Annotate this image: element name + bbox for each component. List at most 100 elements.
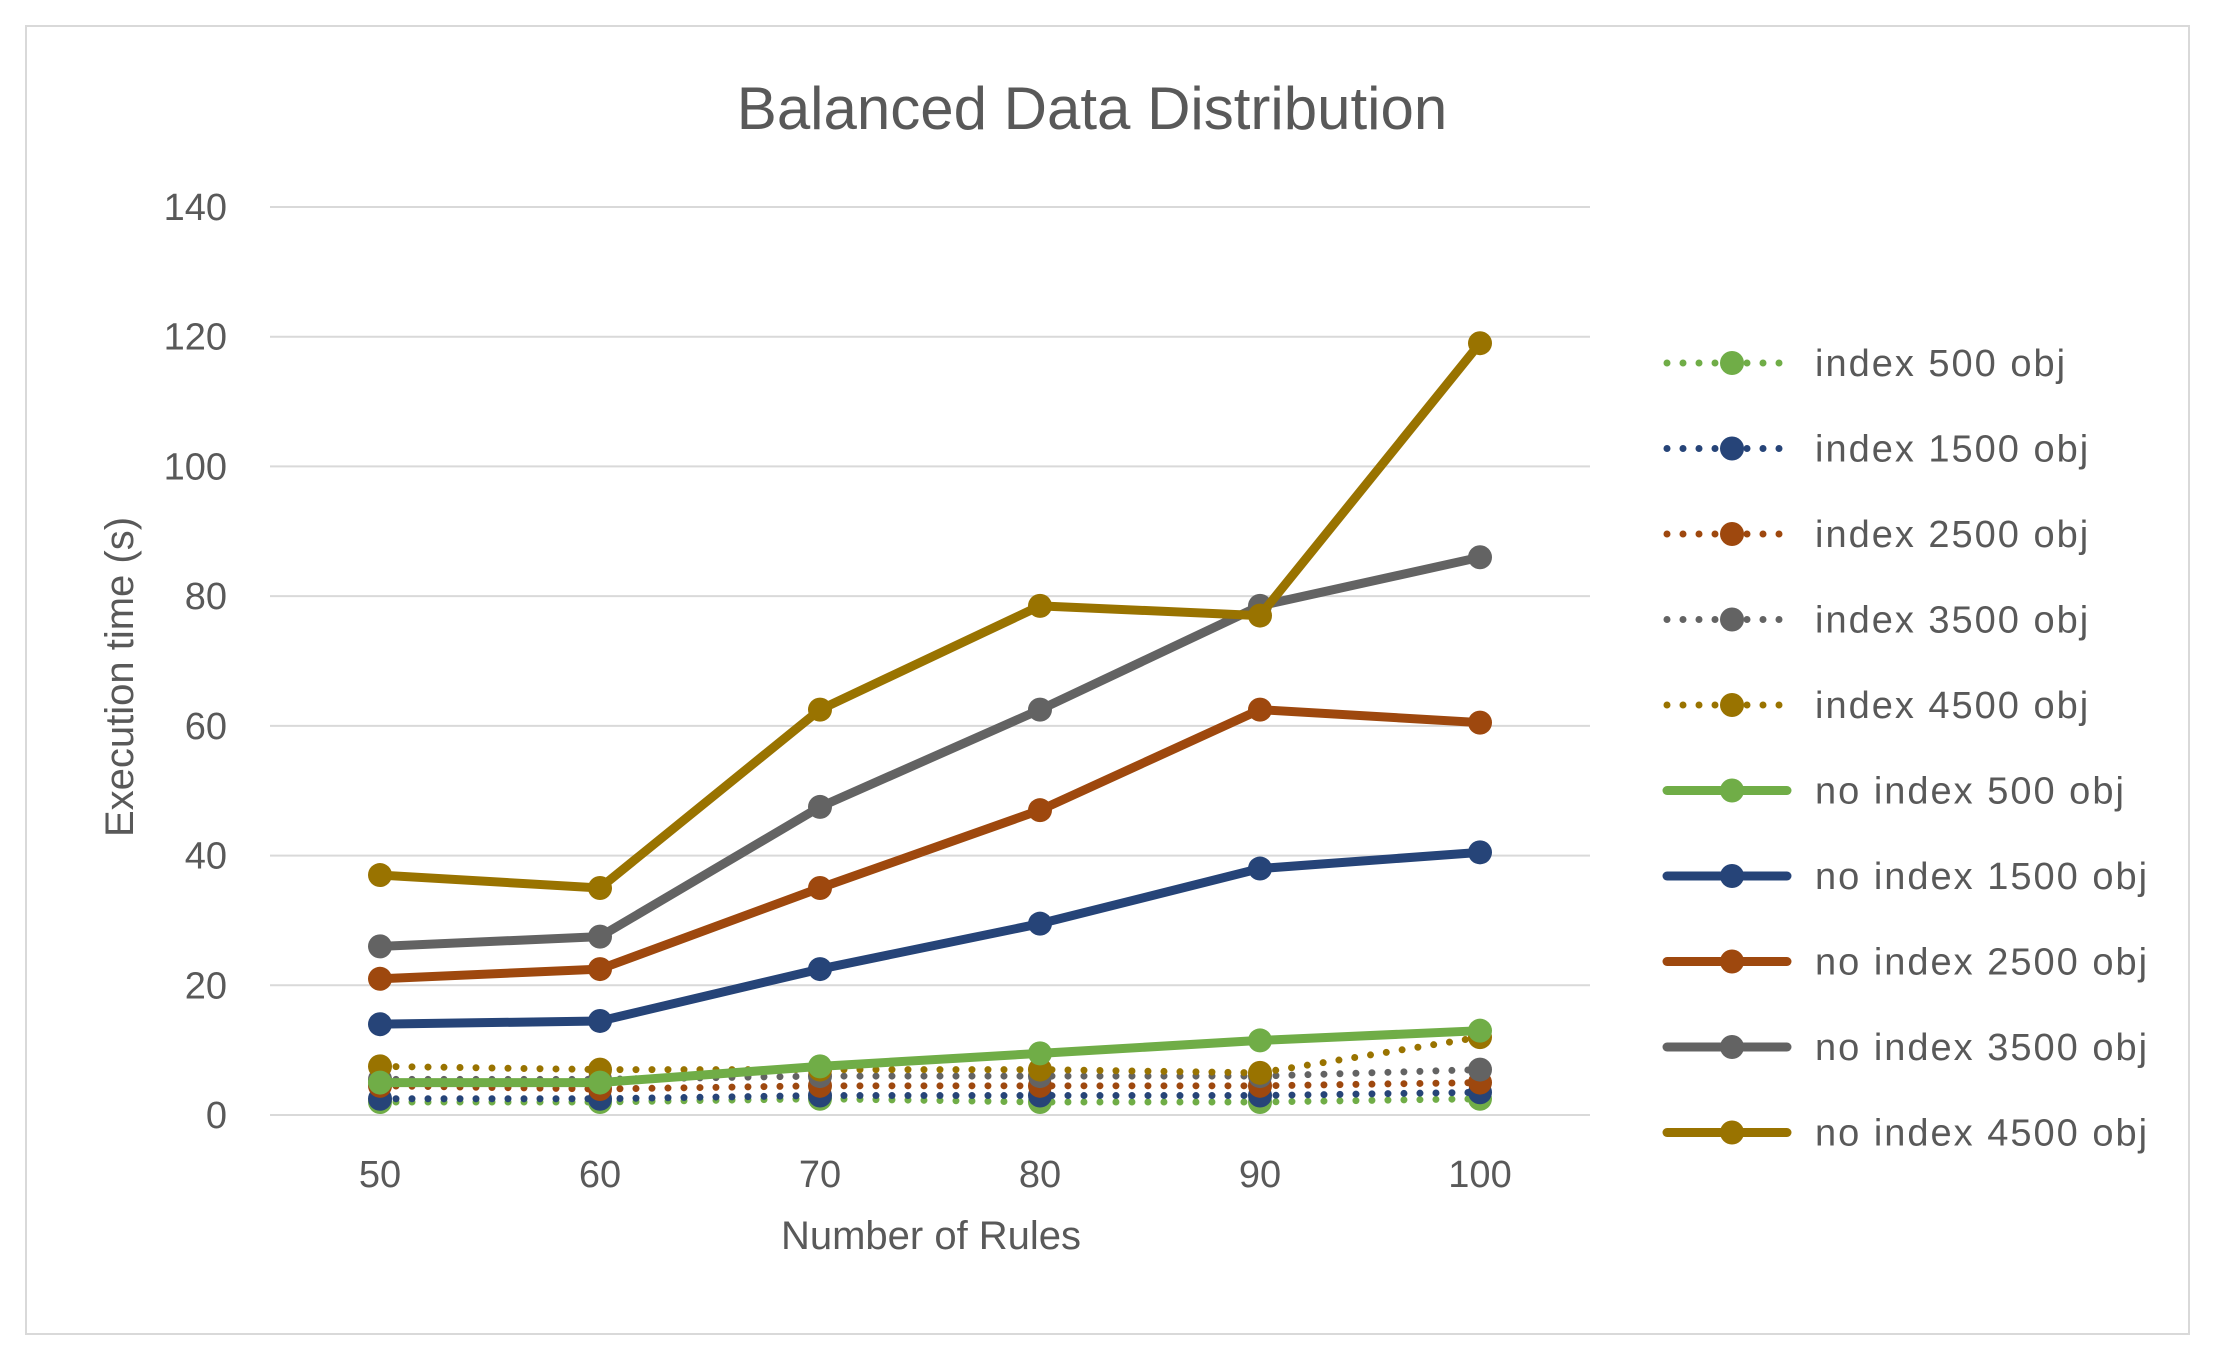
data-point [1468, 1018, 1492, 1043]
legend-item: index 2500 obj [1663, 514, 2090, 556]
legend-item: no index 3500 obj [1662, 1027, 2149, 1069]
legend: index 500 obj index 1500 obj index 2500 ob… [1662, 343, 2149, 1155]
data-point [588, 876, 612, 900]
data-point [588, 957, 612, 982]
legend-marker [1720, 436, 1744, 461]
data-point [808, 957, 832, 982]
data-point [1248, 1028, 1272, 1053]
legend-item: no index 500 obj [1662, 771, 2126, 813]
chart-frame: Balanced Data Distribution 0 20 40 60 80 100 1… [25, 25, 2190, 1335]
legend-label: index 4500 obj [1815, 685, 2090, 727]
y-tick-label: 120 [164, 317, 227, 359]
data-point [1468, 545, 1492, 570]
data-point [368, 966, 392, 991]
series-no-index-3500-obj [368, 545, 1492, 959]
legend-marker [1720, 351, 1744, 375]
data-point [368, 1012, 392, 1037]
series-layer [368, 331, 1492, 1115]
data-point [1028, 697, 1052, 722]
legend-marker [1720, 607, 1744, 632]
y-tick-label: 60 [185, 706, 227, 748]
data-point [808, 1054, 832, 1079]
legend-item: no index 4500 obj [1662, 1113, 2149, 1155]
legend-marker [1720, 693, 1744, 717]
legend-item: no index 1500 obj [1662, 856, 2149, 898]
series-line [376, 1066, 1484, 1083]
y-axis-label: Execution time (s) [98, 517, 142, 837]
series-no-index-1500-obj [368, 840, 1492, 1037]
legend-label: no index 2500 obj [1815, 942, 2149, 984]
legend-label: no index 500 obj [1815, 771, 2126, 813]
y-tick-label: 140 [164, 187, 227, 229]
legend-marker [1720, 864, 1744, 888]
series-line [375, 338, 1485, 893]
legend-label: index 500 obj [1815, 343, 2067, 385]
y-tick-label: 100 [164, 446, 227, 488]
legend-label: index 2500 obj [1815, 514, 2090, 556]
data-point [808, 697, 832, 722]
legend-marker [1720, 1120, 1744, 1145]
data-point [1248, 1060, 1272, 1085]
gridlines [270, 206, 1590, 1116]
series-line [375, 847, 1485, 1029]
data-point [808, 876, 832, 900]
x-tick-label: 50 [359, 1154, 401, 1196]
data-point [588, 1070, 612, 1095]
series-line [375, 705, 1485, 984]
series-line [376, 1088, 1484, 1103]
series-index-500-obj [368, 1086, 1492, 1115]
series-no-index-2500-obj [368, 697, 1492, 991]
y-tick-label: 80 [185, 576, 227, 618]
data-point [1248, 697, 1272, 722]
data-point [588, 924, 612, 949]
legend-item: index 4500 obj [1663, 685, 2090, 727]
series-no-index-4500-obj [368, 331, 1492, 900]
data-point [368, 863, 392, 888]
y-axis-ticks: 0 20 40 60 80 100 120 140 [164, 187, 227, 1137]
legend-marker [1720, 778, 1744, 803]
x-tick-label: 60 [579, 1154, 621, 1196]
line-chart: Balanced Data Distribution 0 20 40 60 80 100 1… [98, 75, 2149, 1258]
data-point [1468, 331, 1492, 356]
data-point [1248, 603, 1272, 628]
data-point [1028, 798, 1052, 823]
data-point [368, 1070, 392, 1095]
data-point [588, 1008, 612, 1033]
legend-item: index 1500 obj [1663, 429, 2090, 471]
y-tick-label: 20 [185, 965, 227, 1007]
data-point [1028, 1041, 1052, 1066]
legend-label: index 1500 obj [1815, 429, 2090, 471]
legend-label: index 3500 obj [1815, 600, 2090, 642]
data-point [1468, 840, 1492, 865]
series-no-index-500-obj [368, 1018, 1492, 1095]
data-point [1028, 911, 1052, 936]
legend-marker [1720, 1035, 1744, 1059]
legend-item: index 3500 obj [1663, 600, 2090, 642]
legend-label: no index 1500 obj [1815, 856, 2149, 898]
data-point [1468, 1057, 1492, 1082]
legend-label: no index 4500 obj [1815, 1113, 2149, 1155]
series-line [376, 1033, 1484, 1077]
data-point [808, 794, 832, 819]
x-tick-label: 100 [1448, 1154, 1511, 1196]
series-line [375, 552, 1485, 951]
x-tick-label: 80 [1019, 1154, 1061, 1196]
series-line [375, 1026, 1485, 1088]
legend-item: index 500 obj [1663, 343, 2067, 385]
legend-label: no index 3500 obj [1815, 1027, 2149, 1069]
chart-title: Balanced Data Distribution [737, 75, 1447, 142]
legend-item: no index 2500 obj [1662, 942, 2149, 984]
y-tick-label: 0 [206, 1095, 227, 1137]
x-axis-label: Number of Rules [781, 1214, 1081, 1258]
x-tick-label: 70 [799, 1154, 841, 1196]
series-line [376, 1095, 1484, 1106]
y-tick-label: 40 [185, 836, 227, 878]
x-axis-ticks: 50 60 70 80 90 100 [359, 1154, 1512, 1196]
data-point [1248, 856, 1272, 881]
data-point [1028, 593, 1052, 618]
legend-marker [1720, 949, 1744, 974]
legend-marker [1720, 522, 1744, 546]
data-point [368, 934, 392, 959]
data-point [1468, 710, 1492, 735]
x-tick-label: 90 [1239, 1154, 1281, 1196]
